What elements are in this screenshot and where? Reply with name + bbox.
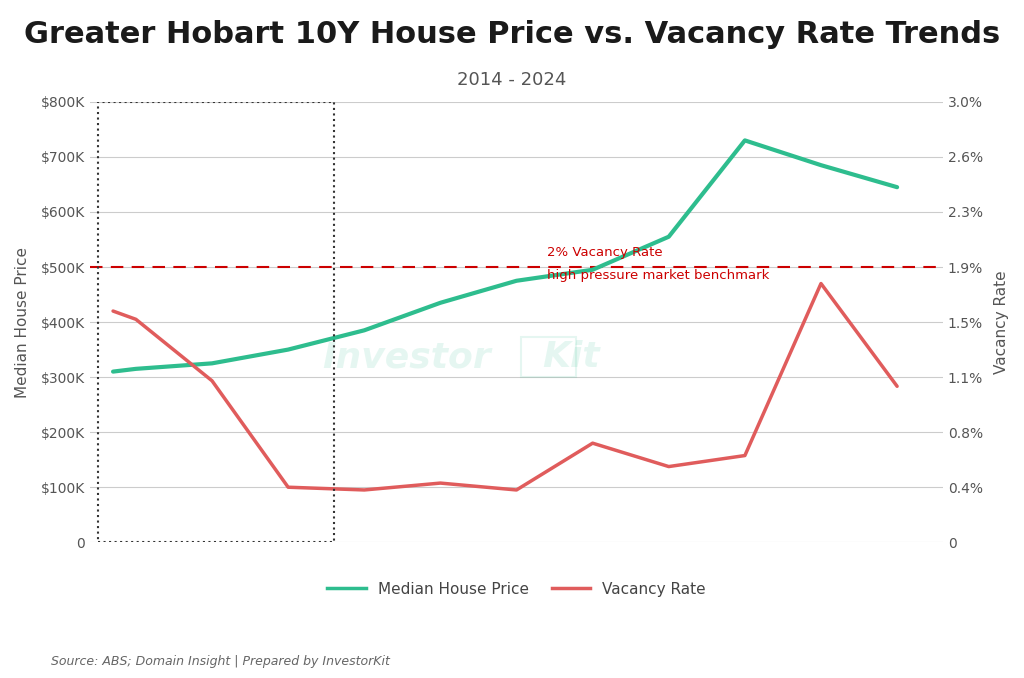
Text: 2% Vacancy Rate: 2% Vacancy Rate [547, 246, 663, 259]
Bar [98, 102, 334, 542]
Text: Kit: Kit [542, 340, 600, 374]
Text: Investor: Investor [323, 340, 490, 374]
Y-axis label: Vacancy Rate: Vacancy Rate [994, 271, 1009, 374]
Y-axis label: Median House Price: Median House Price [15, 247, 30, 397]
Legend: Median House Price, Vacancy Rate: Median House Price, Vacancy Rate [322, 576, 712, 603]
Text: Source: ABS; Domain Insight | Prepared by InvestorKit: Source: ABS; Domain Insight | Prepared b… [51, 655, 390, 668]
Text: 2014 - 2024: 2014 - 2024 [458, 71, 566, 89]
Text: high pressure market benchmark: high pressure market benchmark [547, 269, 769, 282]
Text: Greater Hobart 10Y House Price vs. Vacancy Rate Trends: Greater Hobart 10Y House Price vs. Vacan… [24, 20, 1000, 49]
